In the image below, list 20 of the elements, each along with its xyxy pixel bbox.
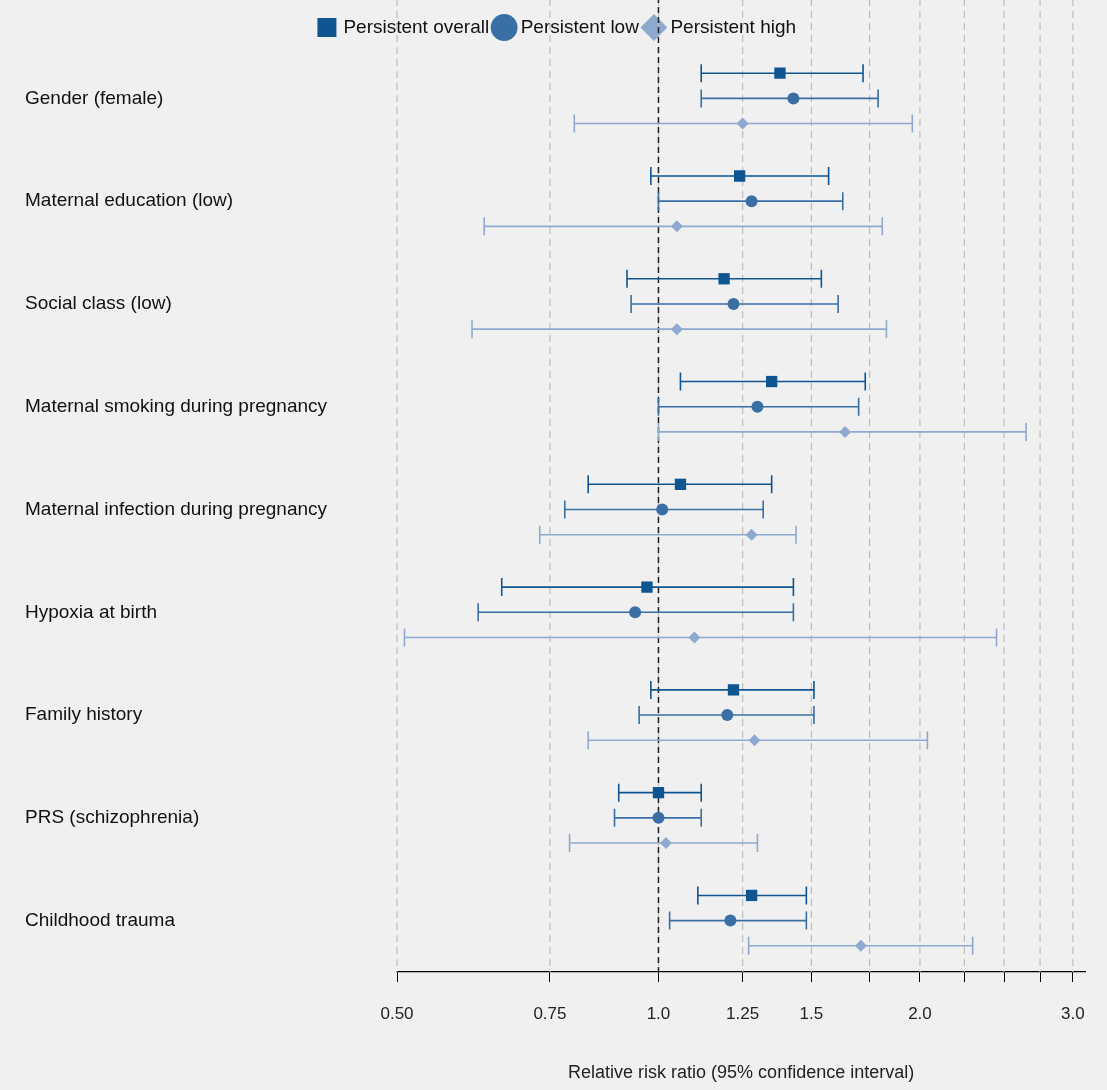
x-axis-title: Relative risk ratio (95% confidence interval)	[568, 1062, 915, 1083]
y-tick-label: Maternal education (low)	[25, 189, 234, 211]
x-tick-label: 2.0	[908, 1003, 932, 1023]
y-tick-label: Gender (female)	[25, 86, 164, 108]
legend-label: Persistent high	[670, 15, 797, 37]
x-tick-label: 0.50	[380, 1003, 414, 1023]
y-tick-label: Childhood trauma	[25, 908, 176, 930]
x-tick-label: 1.25	[726, 1003, 760, 1023]
x-tick-label: 1.5	[799, 1003, 824, 1023]
y-tick-label: PRS (schizophrenia)	[25, 806, 200, 828]
y-tick-label: Family history	[25, 703, 143, 725]
x-tick-label: 1.0	[646, 1003, 671, 1023]
y-tick-label: Social class (low)	[25, 292, 172, 314]
y-tick-label: Hypoxia at birth	[25, 600, 158, 622]
legend-label: Persistent overall	[343, 15, 490, 37]
y-tick-label: Maternal infection during pregnancy	[25, 497, 328, 519]
y-tick-label: Maternal smoking during pregnancy	[25, 394, 328, 416]
x-tick-label: 0.75	[533, 1003, 567, 1023]
legend-label: Persistent low	[520, 15, 640, 37]
x-tick-label: 3.0	[1061, 1003, 1085, 1023]
